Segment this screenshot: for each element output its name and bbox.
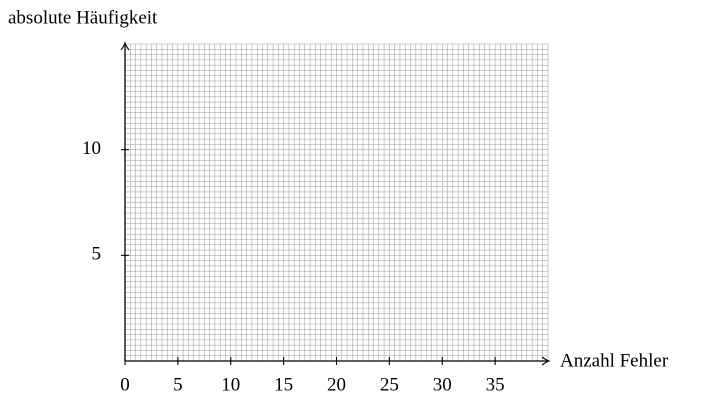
y-tick-label: 10	[82, 138, 101, 159]
x-axis-arrow	[541, 356, 551, 366]
x-tick-label: 30	[433, 374, 452, 395]
x-tick-label: 15	[274, 374, 293, 395]
y-tick-label: 5	[92, 244, 102, 265]
y-axis-arrow	[120, 41, 130, 51]
x-tick-label: 5	[173, 374, 183, 395]
x-tick-label: 35	[486, 374, 505, 395]
x-axis-label: Anzahl Fehler	[560, 350, 669, 371]
x-tick-label: 20	[327, 374, 346, 395]
x-tick-label: 0	[120, 374, 130, 395]
y-axis-label: absolute Häufigkeit	[8, 7, 158, 28]
x-tick-label: 25	[380, 374, 399, 395]
x-tick-label: 10	[221, 374, 240, 395]
